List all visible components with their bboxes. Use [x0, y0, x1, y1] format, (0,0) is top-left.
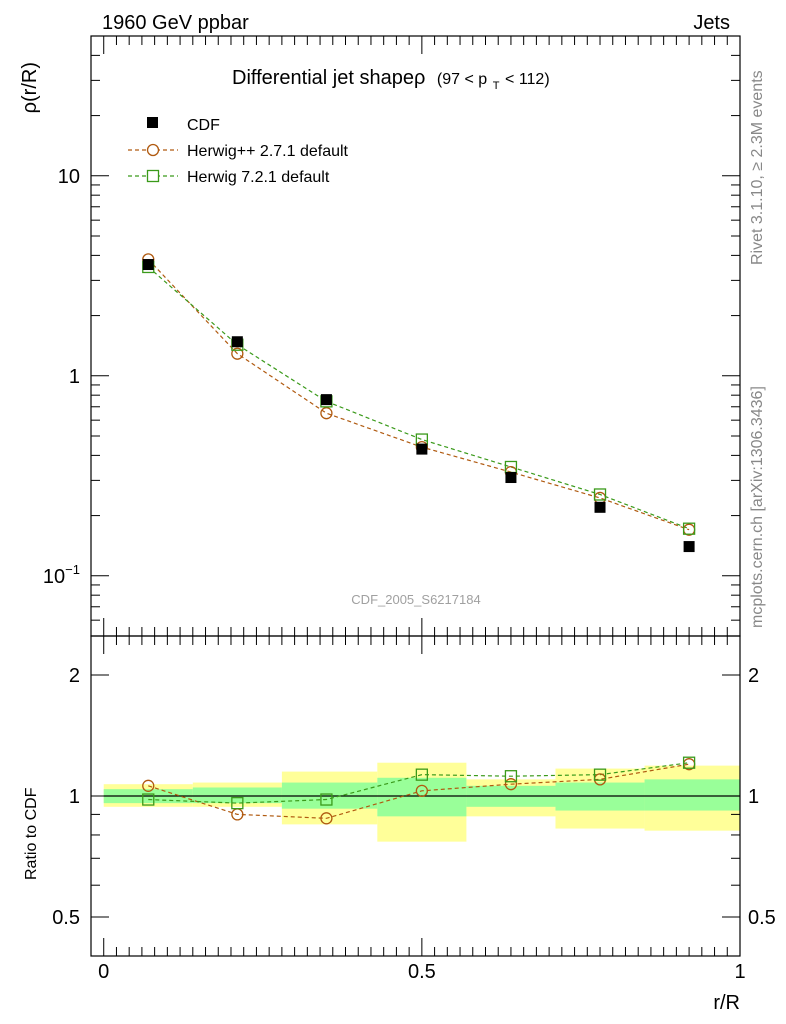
main-data-point [320, 394, 332, 406]
main-y-axis-title: ρ(r/R) [19, 62, 41, 113]
rivet-version-label: Rivet 3.1.10, ≥ 2.3M events [749, 70, 766, 265]
main-data-point [416, 443, 428, 455]
ratio-series-line [148, 763, 690, 819]
legend: CDF Herwig++ 2.7.1 default Herwig 7.2.1 … [128, 117, 349, 186]
ratio-y-tick-label-right: 0.5 [748, 907, 776, 929]
legend-cdf-marker [147, 117, 158, 128]
ratio-herwigpp-point [504, 778, 518, 791]
main-title-range-lo: (97 < p [437, 71, 487, 88]
x-tick-label: 0.5 [408, 961, 436, 983]
main-herwig7-point [593, 488, 607, 501]
ratio-herwig7-point [231, 796, 244, 810]
ratio-herwig7-point [142, 793, 155, 806]
ratio-y-tick-label-right: 1 [748, 786, 759, 808]
ratio-y-tick-label-left: 1 [69, 786, 80, 808]
legend-herwigpp-label: Herwig++ 2.7.1 default [187, 143, 349, 160]
ratio-herwigpp-point [142, 779, 155, 792]
ratio-herwig7-point [320, 793, 333, 806]
main-y-tick-label: 10−1 [43, 562, 80, 588]
ratio-y-tick-label-left: 0.5 [52, 907, 80, 929]
main-data-point [683, 541, 695, 553]
main-data-point [142, 259, 154, 271]
ratio-axis-ticks [91, 636, 741, 957]
legend-herwig7-marker [146, 169, 160, 183]
main-title-text: Differential jet shapeρ [232, 67, 425, 89]
main-herwigpp-point [231, 347, 244, 360]
main-title-range-sub: T [493, 80, 500, 92]
ratio-herwig7-point [682, 756, 696, 769]
ratio-herwigpp-point [415, 784, 429, 797]
ratio-y-tick-label-left: 2 [69, 665, 80, 687]
legend-herwig7-label: Herwig 7.2.1 default [187, 169, 330, 186]
main-chart-title: Differential jet shapeρ (97 < p T < 112) [232, 67, 550, 94]
x-tick-label: 0 [98, 961, 109, 983]
main-y-tick-labels: 10−1 1 10 [43, 166, 80, 588]
ratio-series-lines [148, 762, 690, 819]
main-y-tick-label: 10 [58, 166, 80, 188]
ratio-plot-panel: 0.5 0.51 12 2 0 0.5 1 Ratio to CDF r/R [23, 635, 776, 1014]
x-tick-label: 1 [734, 961, 745, 983]
main-data-point [505, 472, 517, 484]
legend-herwigpp-marker [146, 143, 160, 157]
main-y-tick-label: 1 [69, 366, 80, 388]
ratio-x-tick-labels: 0 0.5 1 [98, 961, 745, 983]
main-series-line [147, 266, 690, 530]
ratio-y-tick-labels: 0.5 0.5 1 1 2 2 [52, 665, 776, 929]
header-left-label: 1960 GeV ppbar [102, 12, 249, 34]
main-herwigpp-point [320, 407, 333, 420]
ratio-uncertainty-bands [103, 762, 740, 842]
ratio-herwig7-point [593, 768, 607, 781]
ratio-inner-band [377, 777, 467, 817]
mcplots-source-label: mcplots.cern.ch [arXiv:1306.3436] [749, 386, 766, 628]
ratio-inner-band [644, 779, 740, 811]
main-axis-ticks [91, 35, 741, 637]
main-data-point [231, 336, 243, 348]
ratio-series-line [148, 762, 690, 804]
main-data-point [594, 501, 606, 513]
analysis-watermark: CDF_2005_S6217184 [351, 592, 480, 607]
ratio-series-markers [142, 756, 696, 825]
ratio-y-axis-title: Ratio to CDF [23, 787, 40, 880]
main-title-range-hi: < 112) [505, 71, 550, 88]
x-axis-title: r/R [713, 992, 740, 1014]
ratio-plot-frame [90, 635, 741, 957]
ratio-inner-band [192, 787, 282, 804]
ratio-herwig7-point [415, 768, 429, 781]
ratio-herwigpp-point [320, 812, 333, 825]
main-series-line [147, 258, 690, 531]
main-herwig7-point [682, 522, 696, 535]
main-series-lines [147, 258, 690, 531]
ratio-herwig7-point [504, 770, 518, 783]
main-plot-panel: 10−1 1 10 ρ(r/R) Differential jet shapeρ (… [19, 35, 741, 637]
main-series-markers [142, 253, 696, 553]
ratio-y-tick-label-right: 2 [748, 665, 759, 687]
header-right-label: Jets [693, 12, 730, 34]
legend-cdf-label: CDF [187, 117, 220, 134]
